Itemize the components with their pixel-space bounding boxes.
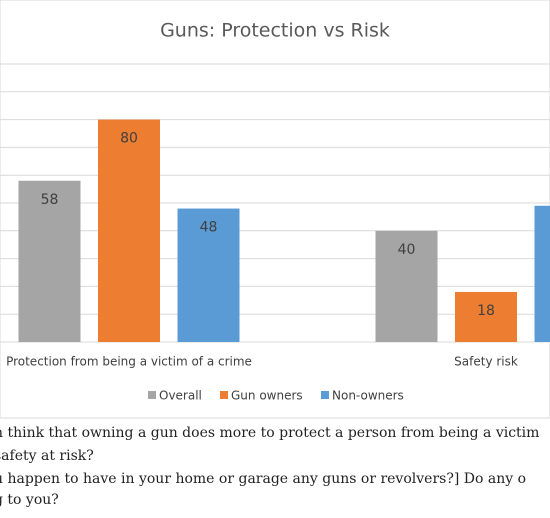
value-label: 48 (200, 220, 218, 236)
legend-swatch (148, 391, 156, 399)
legend-label: Non-owners (332, 389, 404, 403)
note-line: g to you? (0, 492, 59, 508)
value-label: 80 (120, 131, 138, 147)
chart-title: Guns: Protection vs Risk (160, 20, 390, 42)
bar (375, 230, 438, 342)
bar (98, 119, 160, 342)
value-label: 18 (477, 303, 495, 319)
note-line: u happen to have in your home or garage … (0, 471, 526, 487)
legend-swatch (321, 391, 329, 399)
legend-label: Gun owners (231, 389, 303, 403)
note-line: safety at risk? (0, 448, 94, 464)
value-label: 40 (398, 242, 416, 258)
bar (18, 180, 81, 342)
bar (534, 205, 550, 342)
legend-label: Overall (159, 389, 202, 403)
x-tick-label: Protection from being a victim of a crim… (6, 355, 252, 369)
value-label: 58 (41, 192, 59, 208)
bar (177, 208, 240, 342)
note-line: n think that owning a gun does more to p… (0, 425, 539, 441)
legend-swatch (220, 391, 228, 399)
x-tick-label: Safety risk (454, 355, 518, 369)
chart-area (0, 0, 550, 419)
bar (455, 291, 517, 342)
